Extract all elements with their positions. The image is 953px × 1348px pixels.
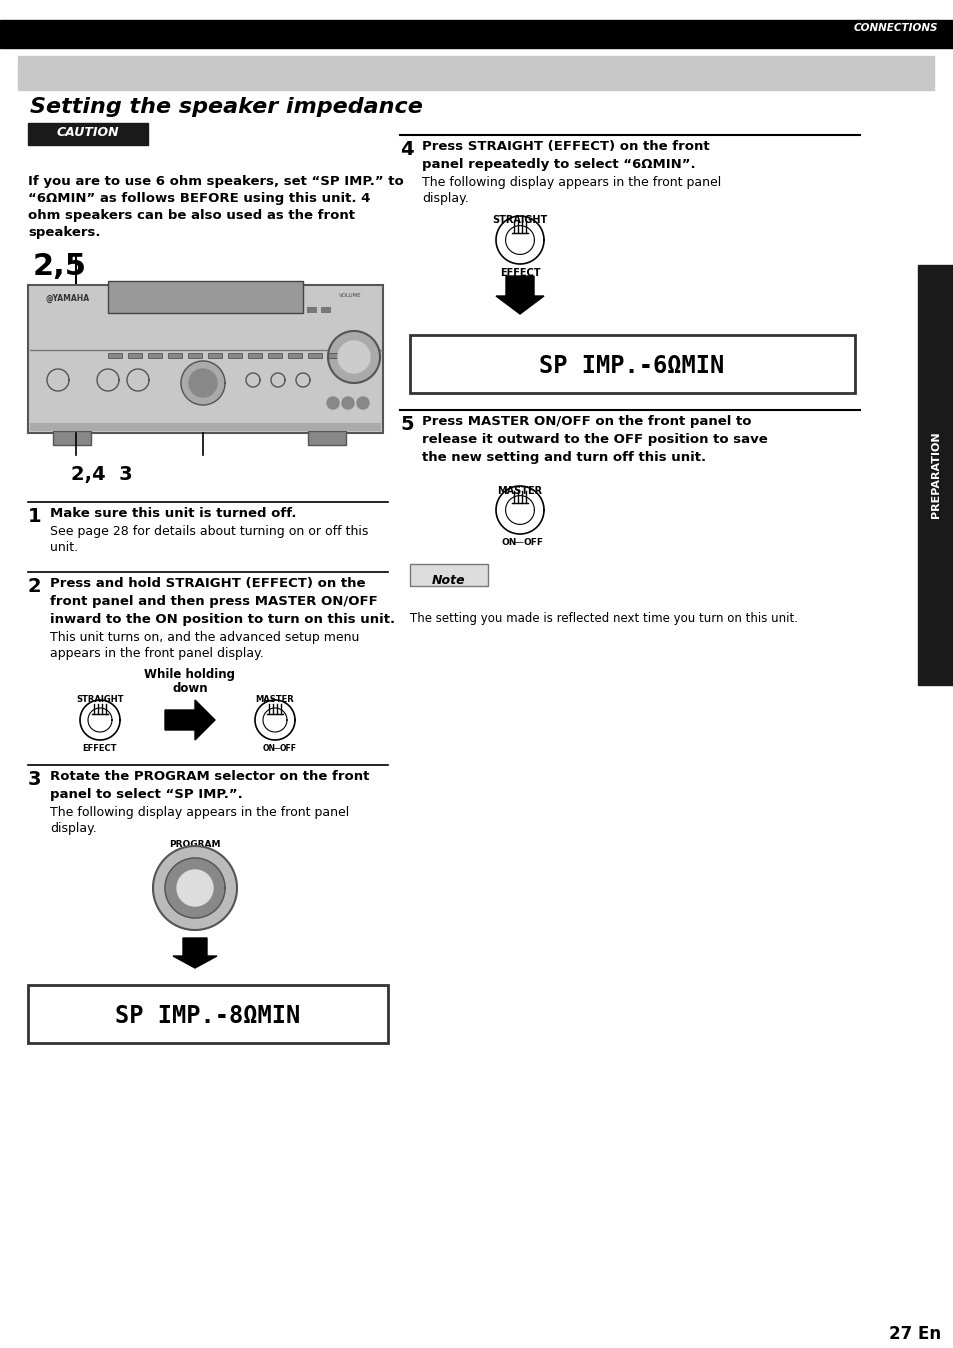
Polygon shape <box>177 869 213 906</box>
Text: display.: display. <box>50 822 96 834</box>
Text: OFF: OFF <box>280 744 296 754</box>
Polygon shape <box>172 938 216 968</box>
Text: @YAMAHA: @YAMAHA <box>46 294 90 303</box>
Polygon shape <box>165 700 214 740</box>
Bar <box>308 431 346 445</box>
Text: 3: 3 <box>28 770 42 789</box>
Bar <box>188 353 202 359</box>
Bar <box>108 353 122 359</box>
Text: “6ΩMIN” as follows BEFORE using this unit. 4: “6ΩMIN” as follows BEFORE using this uni… <box>28 191 370 205</box>
Bar <box>307 307 316 313</box>
Text: The setting you made is reflected next time you turn on this unit.: The setting you made is reflected next t… <box>410 612 797 625</box>
Text: Press MASTER ON/OFF on the front panel to: Press MASTER ON/OFF on the front panel t… <box>421 415 751 429</box>
Text: See page 28 for details about turning on or off this: See page 28 for details about turning on… <box>50 524 368 538</box>
Polygon shape <box>327 398 338 408</box>
Text: 27 En: 27 En <box>888 1325 940 1343</box>
Bar <box>208 353 222 359</box>
Text: ON: ON <box>263 744 275 754</box>
Text: ohm speakers can be also used as the front: ohm speakers can be also used as the fro… <box>28 209 355 222</box>
Text: 2,4  3: 2,4 3 <box>71 465 132 484</box>
Text: front panel and then press MASTER ON/OFF: front panel and then press MASTER ON/OFF <box>50 594 377 608</box>
Text: VOLUME: VOLUME <box>338 293 361 298</box>
Bar <box>268 353 282 359</box>
Bar <box>28 284 382 433</box>
Polygon shape <box>328 332 379 383</box>
Text: 4: 4 <box>399 140 414 159</box>
Text: Make sure this unit is turned off.: Make sure this unit is turned off. <box>50 507 296 520</box>
Text: EFFECT: EFFECT <box>83 744 117 754</box>
Text: OFF: OFF <box>523 538 543 547</box>
Bar <box>410 563 488 586</box>
Text: 2,5: 2,5 <box>33 252 87 280</box>
Bar <box>248 353 262 359</box>
Polygon shape <box>189 369 216 398</box>
Text: Note: Note <box>432 574 465 586</box>
Polygon shape <box>165 859 225 918</box>
Text: ON: ON <box>501 538 517 547</box>
Polygon shape <box>152 847 236 930</box>
Text: release it outward to the OFF position to save: release it outward to the OFF position t… <box>421 433 767 446</box>
Text: panel repeatedly to select “6ΩMIN”.: panel repeatedly to select “6ΩMIN”. <box>421 158 695 171</box>
Bar <box>320 307 331 313</box>
Bar <box>308 353 322 359</box>
Bar <box>0 20 953 49</box>
Text: SP IMP.-6ΩMIN: SP IMP.-6ΩMIN <box>538 355 724 377</box>
Text: The following display appears in the front panel: The following display appears in the fro… <box>421 177 720 189</box>
Text: PROGRAM: PROGRAM <box>169 840 220 849</box>
Text: STRAIGHT: STRAIGHT <box>76 696 124 704</box>
Text: MASTER: MASTER <box>497 487 542 496</box>
Polygon shape <box>356 398 369 408</box>
Bar <box>30 423 380 431</box>
Polygon shape <box>496 276 543 314</box>
Text: 1: 1 <box>28 507 42 526</box>
Text: Press STRAIGHT (EFFECT) on the front: Press STRAIGHT (EFFECT) on the front <box>421 140 709 154</box>
Polygon shape <box>337 341 370 373</box>
Bar <box>53 431 91 445</box>
Text: 5: 5 <box>399 415 414 434</box>
Bar <box>410 336 854 394</box>
Bar <box>917 266 953 685</box>
Text: PREPARATION: PREPARATION <box>930 431 940 519</box>
Bar <box>18 57 933 90</box>
Bar <box>28 123 148 146</box>
Text: MASTER: MASTER <box>255 696 294 704</box>
Text: Press and hold STRAIGHT (EFFECT) on the: Press and hold STRAIGHT (EFFECT) on the <box>50 577 365 590</box>
Text: Rotate the PROGRAM selector on the front: Rotate the PROGRAM selector on the front <box>50 770 369 783</box>
Text: unit.: unit. <box>50 541 78 554</box>
Text: —: — <box>273 744 280 754</box>
Text: SP IMP.-8ΩMIN: SP IMP.-8ΩMIN <box>115 1004 300 1029</box>
Bar <box>108 280 303 313</box>
Text: This unit turns on, and the advanced setup menu: This unit turns on, and the advanced set… <box>50 631 359 644</box>
Bar <box>128 353 142 359</box>
Text: appears in the front panel display.: appears in the front panel display. <box>50 647 263 661</box>
Text: The following display appears in the front panel: The following display appears in the fro… <box>50 806 349 820</box>
Text: inward to the ON position to turn on this unit.: inward to the ON position to turn on thi… <box>50 613 395 625</box>
Text: down: down <box>172 682 208 696</box>
Bar <box>228 353 242 359</box>
Text: —: — <box>515 538 523 547</box>
Bar <box>28 985 388 1043</box>
Bar <box>328 353 341 359</box>
Bar <box>148 353 162 359</box>
Polygon shape <box>341 398 354 408</box>
Text: the new setting and turn off this unit.: the new setting and turn off this unit. <box>421 452 705 464</box>
Text: Setting the speaker impedance: Setting the speaker impedance <box>30 97 422 117</box>
Text: speakers.: speakers. <box>28 226 100 239</box>
Text: display.: display. <box>421 191 468 205</box>
Text: panel to select “SP IMP.”.: panel to select “SP IMP.”. <box>50 789 242 801</box>
Text: STRAIGHT: STRAIGHT <box>492 214 547 225</box>
Text: If you are to use 6 ohm speakers, set “SP IMP.” to: If you are to use 6 ohm speakers, set “S… <box>28 175 403 187</box>
Polygon shape <box>181 361 225 404</box>
Bar <box>168 353 182 359</box>
Bar <box>288 353 302 359</box>
Text: CONNECTIONS: CONNECTIONS <box>853 23 937 32</box>
Text: EFFECT: EFFECT <box>499 268 539 278</box>
Text: While holding: While holding <box>144 669 235 681</box>
Text: CAUTION: CAUTION <box>56 127 119 139</box>
Text: 2: 2 <box>28 577 42 596</box>
